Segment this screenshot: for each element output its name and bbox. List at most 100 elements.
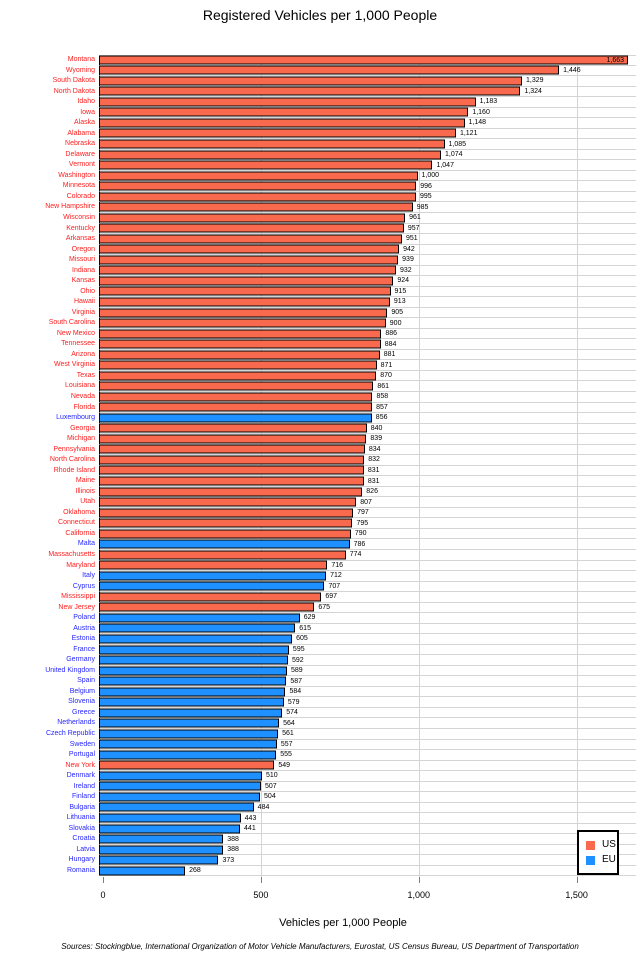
bar [100, 65, 560, 75]
bar-row: Connecticut 795 [0, 518, 640, 529]
value-label: 373 [222, 856, 235, 864]
value-label: 707 [328, 582, 341, 590]
bar-track: 443 [99, 813, 636, 824]
category-label: Ireland [73, 782, 95, 790]
bar-track: 786 [99, 539, 636, 550]
bar-track: 939 [99, 255, 636, 266]
bar [100, 392, 373, 402]
bar [100, 508, 354, 518]
x-axis-tick [103, 877, 104, 883]
category-label: Hawaii [73, 298, 95, 306]
category-label: Idaho [77, 98, 95, 106]
category-label: Tennessee [61, 340, 95, 348]
bar-track: 942 [99, 244, 636, 256]
bar [100, 192, 416, 202]
bar-track: 831 [99, 465, 636, 477]
value-label: 881 [383, 351, 396, 359]
x-axis-title: Vehicles per 1,000 People [279, 917, 407, 929]
x-axis-tick-label: 500 [253, 890, 269, 900]
category-label: France [73, 645, 95, 653]
bar [100, 265, 396, 275]
bar [100, 97, 476, 107]
bar-track: 839 [99, 434, 636, 445]
bar [100, 655, 288, 665]
bar [100, 202, 413, 212]
category-label: United Kingdom [45, 666, 95, 674]
bar-row: Austria 615 [0, 623, 640, 635]
bar [100, 118, 465, 128]
bar-track: 1,329 [99, 76, 636, 87]
category-label: Wisconsin [63, 213, 95, 221]
value-label: 595 [292, 646, 305, 654]
value-label: 932 [399, 266, 412, 274]
value-label: 605 [296, 635, 308, 643]
bar-track: 932 [99, 265, 636, 277]
category-label: Netherlands [57, 719, 95, 727]
value-label: 1,074 [445, 151, 463, 159]
bar [100, 160, 433, 170]
bar-row: New Jersey 675 [0, 602, 640, 614]
value-label: 1,000 [421, 172, 440, 180]
bar-track: 790 [99, 528, 636, 540]
bar-track: 1,121 [99, 128, 636, 140]
bar-track: 1,663 [99, 55, 636, 66]
category-label: Luxembourg [56, 414, 95, 422]
bar [100, 381, 374, 391]
bar-row: South Carolina 900 [0, 318, 640, 329]
category-label: Greece [72, 708, 95, 716]
sources-note: Sources: Stockingblue, International Org… [61, 942, 579, 951]
category-label: Massachusetts [48, 550, 95, 558]
value-label: 629 [303, 614, 316, 622]
category-label: Kentucky [66, 224, 95, 232]
category-label: Czech Republic [45, 730, 95, 737]
bar-track: 373 [99, 855, 636, 866]
bar-row: Netherlands 564 [0, 718, 640, 729]
bar [100, 318, 386, 328]
bar-track: 871 [99, 360, 636, 371]
value-label: 786 [353, 540, 366, 548]
value-label: 579 [287, 698, 300, 706]
bar [100, 592, 322, 602]
bar [100, 413, 372, 423]
bar-track: 507 [99, 781, 636, 793]
category-label: Austria [73, 624, 95, 632]
value-label: 484 [257, 803, 270, 811]
category-label: South Carolina [48, 319, 95, 327]
bar-track: 834 [99, 444, 636, 456]
bar-row: Finland 504 [0, 792, 640, 803]
bar-track: 1,047 [99, 160, 636, 171]
value-label: 1,148 [468, 119, 487, 127]
bar-track: 858 [99, 392, 636, 403]
bar-row: Sweden 557 [0, 739, 640, 751]
bar-track: 1,000 [99, 170, 636, 182]
bar [100, 729, 279, 739]
bar [100, 739, 277, 749]
bar [100, 234, 402, 244]
bar-row: Lithuania 443 [0, 813, 640, 824]
bar [100, 371, 377, 381]
category-label: Slovakia [68, 824, 95, 832]
bar [100, 834, 224, 844]
value-label: 839 [370, 435, 383, 443]
value-label: 561 [282, 730, 294, 738]
bar-track: 900 [99, 318, 636, 329]
bar-row: Delaware 1,074 [0, 149, 640, 161]
bar [100, 76, 522, 86]
bar-row: Indiana 932 [0, 265, 640, 277]
value-label: 697 [325, 593, 337, 601]
bar-row: North Carolina 832 [0, 455, 640, 466]
bar-row: Italy 712 [0, 571, 640, 582]
bar-track: 913 [99, 297, 636, 308]
bar [100, 339, 381, 349]
value-label: 831 [367, 477, 380, 485]
bar [100, 813, 241, 823]
bar-row: Arizona 881 [0, 349, 640, 361]
bar-track: 574 [99, 707, 636, 719]
value-label: 951 [405, 235, 418, 243]
bar [100, 107, 469, 117]
legend-item: EU [586, 855, 617, 865]
bar-row: Portugal 555 [0, 750, 640, 761]
value-label: 924 [397, 277, 410, 285]
bar-row: Vermont 1,047 [0, 160, 640, 171]
bar [100, 465, 364, 475]
